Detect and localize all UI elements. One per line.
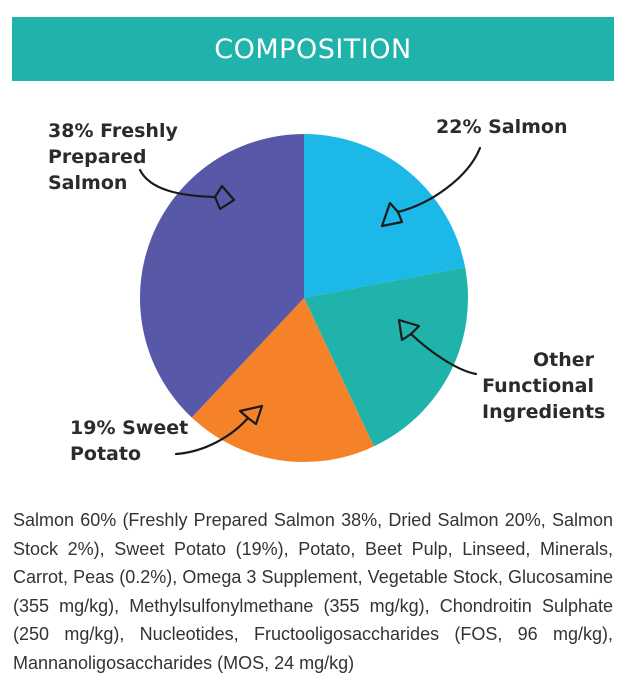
page-title: COMPOSITION	[214, 33, 412, 65]
pie-slice-1	[304, 267, 468, 447]
pie-slice-2	[191, 298, 374, 462]
arrowhead-freshly-prepared	[213, 184, 236, 211]
arrow-other	[409, 332, 478, 376]
composition-banner: COMPOSITION	[12, 17, 614, 81]
arrow-salmon	[396, 146, 482, 214]
arrowhead-salmon	[380, 201, 404, 228]
label-other-functional-ingredients: Other Functional Ingredients	[482, 349, 606, 423]
arrowhead-other	[397, 318, 421, 342]
arrow-sweet-potato	[174, 416, 250, 456]
arrowhead-sweet-potato	[238, 404, 264, 426]
label-sweet-potato: 19% Sweet Potato	[70, 417, 189, 465]
label-salmon: 22% Salmon	[436, 116, 568, 138]
composition-pie-chart	[138, 134, 482, 462]
arrow-freshly-prepared	[138, 168, 217, 199]
pie-slice-3	[140, 134, 304, 418]
ingredients-list: Salmon 60% (Freshly Prepared Salmon 38%,…	[13, 510, 613, 673]
label-freshly-prepared-salmon: 38% Freshly Prepared Salmon	[48, 120, 178, 194]
